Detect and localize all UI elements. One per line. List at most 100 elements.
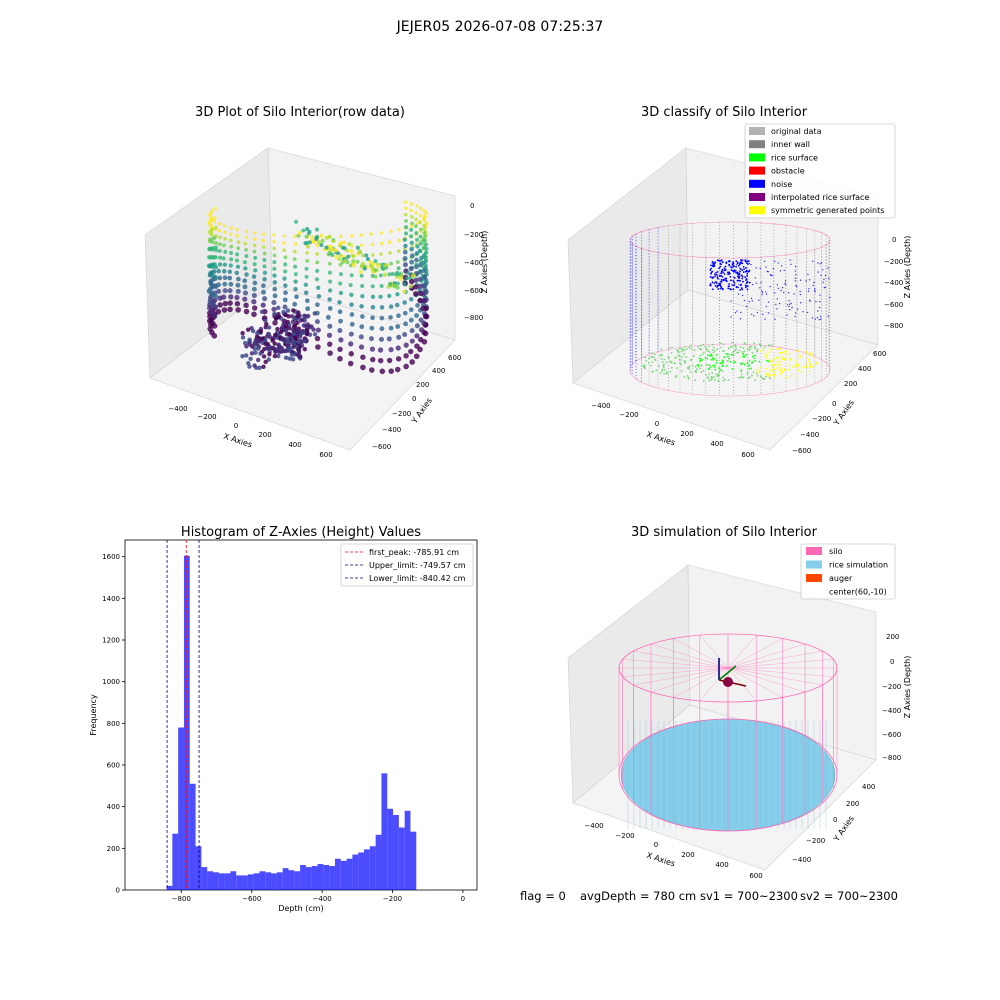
- classify-ytick: 200: [844, 380, 857, 388]
- histogram-bar: [334, 858, 341, 890]
- histogram-ytick: 1400: [102, 595, 120, 603]
- panel-classify-3d: 3D classify of Silo Interior −400 −200 0…: [567, 105, 912, 459]
- raw-plot-title: 3D Plot of Silo Interior(row data): [195, 105, 405, 120]
- histogram-bar: [364, 849, 370, 890]
- histogram-bar: [311, 866, 318, 890]
- legend-swatch: [749, 206, 765, 215]
- histogram-bar: [393, 815, 399, 890]
- legend-swatch: [806, 574, 822, 582]
- legend-swatch: [749, 127, 765, 135]
- legend-swatch: [806, 587, 822, 596]
- histogram-bar: [369, 846, 376, 890]
- raw-z-label: Z Axies (Depth): [480, 231, 489, 294]
- simulation-x-label: X Axies: [645, 851, 676, 869]
- classify-ytick: −400: [800, 431, 819, 439]
- histogram-legend-label: Upper_limit: -749.57 cm: [369, 561, 466, 570]
- raw-x-label: X Axies: [222, 432, 253, 450]
- raw-ytick: 200: [416, 381, 429, 389]
- raw-z-ticks: −800 −600 −400 −200 0: [464, 202, 483, 322]
- classify-legend-label: original data: [771, 127, 822, 136]
- simulation-ytick: 0: [833, 816, 837, 824]
- simulation-legend: silo rice simulation auger center(60,-10): [800, 543, 896, 600]
- histogram-bar: [271, 873, 277, 890]
- raw-ztick: −600: [464, 287, 483, 295]
- histogram-bar: [340, 860, 347, 890]
- classify-legend-label: symmetric generated points: [771, 206, 884, 215]
- simulation-legend-label: rice simulation: [829, 561, 888, 570]
- simulation-legend-label: silo: [829, 547, 843, 556]
- classify-ytick: −200: [812, 415, 831, 423]
- simulation-ytick: 400: [862, 783, 875, 791]
- histogram-bar: [195, 846, 202, 890]
- raw-ytick: −200: [392, 410, 411, 418]
- simulation-xtick: −200: [615, 832, 634, 840]
- histogram-bar: [276, 872, 283, 890]
- histogram-bar: [294, 871, 301, 890]
- histogram-bar: [358, 852, 365, 890]
- classify-ytick: 600: [873, 350, 886, 358]
- histogram-bars: [166, 555, 417, 890]
- histogram-ytick: 0: [116, 887, 120, 895]
- raw-x-ticks: −400 −200 0 200 400 600: [168, 405, 332, 459]
- histogram-ytick: 800: [107, 720, 120, 728]
- classify-legend-label: rice surface: [771, 153, 818, 162]
- histogram-x-label: Depth (cm): [278, 904, 323, 913]
- classify-ztick: −600: [884, 301, 903, 309]
- legend-swatch: [749, 179, 765, 188]
- classify-ytick: 0: [832, 400, 836, 408]
- status-sv1: sv1 = 700~2300: [700, 889, 798, 903]
- histogram-bar: [172, 833, 179, 890]
- histogram-vlines: [166, 540, 200, 890]
- raw-ztick: −200: [464, 231, 483, 239]
- classify-z-label: Z Axies (Depth): [903, 236, 912, 299]
- histogram-bar: [404, 810, 411, 890]
- histogram-bar: [346, 858, 353, 890]
- simulation-ztick: −600: [882, 731, 901, 739]
- histogram-xtick: −200: [383, 895, 402, 903]
- histogram-bar: [213, 872, 219, 890]
- figure-suptitle: JEJER05 2026-07-08 07:25:37: [396, 19, 604, 35]
- classify-legend: original data inner wall rice surface obsta…: [744, 123, 896, 219]
- histogram-x-ticks: −800 −600 −400 −200 0: [172, 890, 465, 903]
- histogram-y-label: Frequency: [89, 694, 98, 736]
- histogram-ytick: 1200: [102, 637, 120, 645]
- histogram-bar: [224, 873, 231, 890]
- simulation-xtick: 400: [715, 861, 728, 869]
- simulation-z-label: Z Axies (Depth): [903, 656, 912, 719]
- status-line: flag = 0 avgDepth = 780 cm sv1 = 700~230…: [520, 889, 898, 903]
- histogram-ytick: 1600: [102, 553, 120, 561]
- histogram-legend: first_peak: -785.91 cm Upper_limit: -749.…: [340, 543, 474, 587]
- histogram-bar: [282, 868, 289, 890]
- histogram-ytick: 400: [107, 803, 120, 811]
- histogram-bar: [218, 873, 225, 890]
- simulation-ztick: −400: [882, 707, 901, 715]
- histogram-bar: [183, 555, 190, 890]
- legend-swatch: [749, 153, 765, 162]
- histogram-ytick: 600: [107, 762, 120, 770]
- legend-swatch: [749, 140, 765, 149]
- classify-ztick: −800: [884, 322, 903, 330]
- panel-raw-3d: 3D Plot of Silo Interior(row data) −400 …: [144, 105, 489, 459]
- classify-legend-label: noise: [771, 180, 792, 189]
- simulation-plot-title: 3D simulation of Silo Interior: [631, 525, 818, 540]
- histogram-xtick: 0: [461, 895, 465, 903]
- histogram-legend-label: Lower_limit: -840.42 cm: [369, 574, 466, 583]
- raw-ytick: 400: [432, 367, 445, 375]
- histogram-ytick: 200: [107, 845, 120, 853]
- classify-legend-label: inner wall: [771, 140, 810, 149]
- legend-swatch: [806, 560, 822, 569]
- classify-legend-label: interpolated rice surface: [771, 193, 869, 202]
- classify-xtick: 0: [655, 420, 659, 428]
- raw-y-ticks: −600 −400 −200 0 200 400 600: [372, 354, 461, 451]
- histogram-title: Histogram of Z-Axies (Height) Values: [181, 525, 421, 540]
- histogram-bar: [410, 831, 417, 890]
- raw-ytick: −400: [382, 426, 401, 434]
- classify-ztick: 0: [892, 236, 896, 244]
- simulation-xtick: 200: [681, 851, 694, 859]
- classify-xtick: 200: [680, 430, 693, 438]
- histogram-bar: [253, 873, 260, 890]
- classify-z-ticks: −800 −600 −400 −200 0: [884, 236, 903, 330]
- classify-ytick: −600: [792, 447, 811, 455]
- classify-legend-label: obstacle: [771, 167, 805, 176]
